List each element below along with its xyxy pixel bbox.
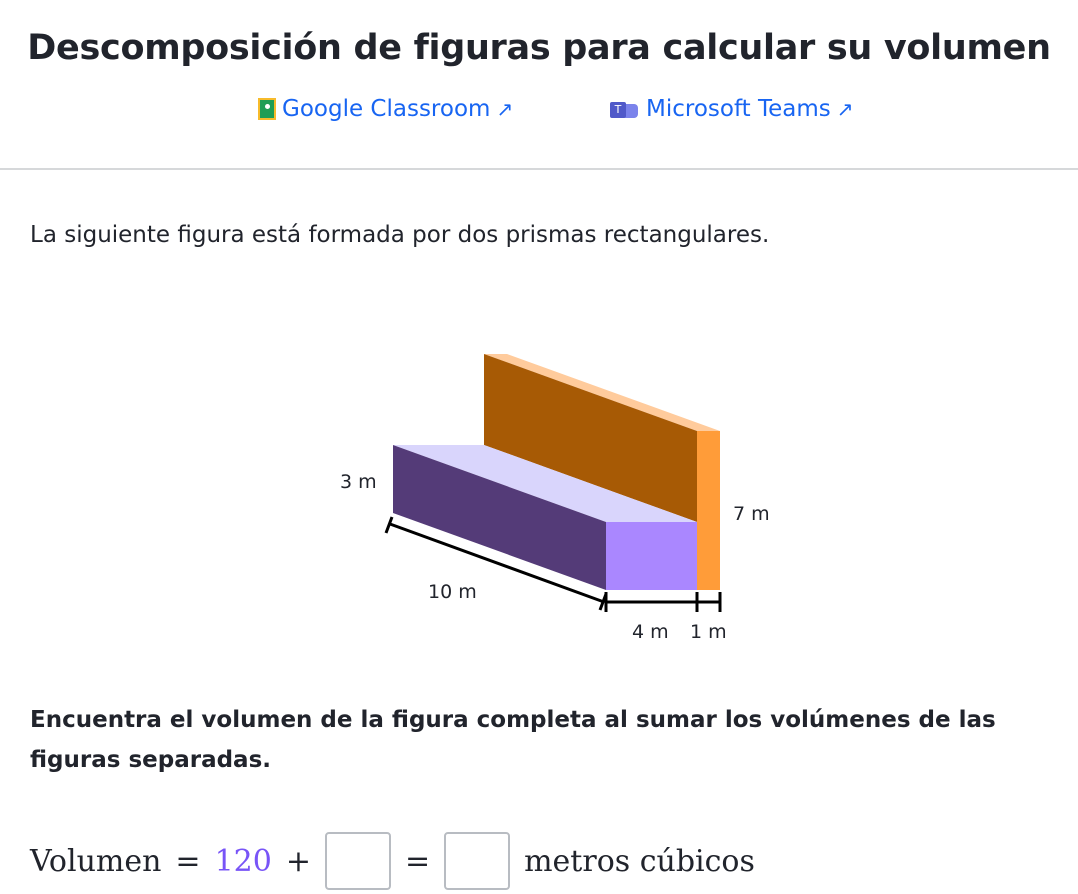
microsoft-teams-icon: T — [610, 98, 640, 120]
external-link-icon: ↗ — [836, 97, 854, 121]
microsoft-teams-link[interactable]: T Microsoft Teams ↗ — [610, 96, 854, 122]
volume-label: Volumen — [30, 843, 162, 879]
label-3m: 3 m — [340, 471, 377, 493]
volume-equation: Volumen = 120 + = metros cúbicos — [30, 832, 769, 890]
label-1m: 1 m — [690, 621, 727, 643]
label-4m: 4 m — [632, 621, 669, 643]
intro-text: La siguiente figura está formada por dos… — [30, 222, 770, 248]
google-classroom-label: Google Classroom — [282, 96, 491, 122]
microsoft-teams-label: Microsoft Teams — [646, 96, 831, 122]
total-volume-input[interactable] — [444, 832, 511, 890]
dimension-lines — [384, 516, 722, 612]
label-7m: 7 m — [733, 503, 770, 525]
purple-top-face — [393, 445, 697, 522]
google-classroom-icon — [258, 98, 276, 120]
equals-sign: = — [175, 843, 201, 879]
purple-side-face — [606, 522, 697, 590]
given-volume: 120 — [214, 843, 272, 879]
brown-back-face — [484, 354, 697, 522]
google-classroom-link[interactable]: Google Classroom ↗ — [258, 96, 513, 122]
purple-front-face — [393, 445, 606, 590]
orange-side-face — [697, 431, 720, 590]
plus-sign: + — [285, 843, 311, 879]
question-text: Encuentra el volumen de la figura comple… — [30, 707, 996, 773]
equals-sign: = — [404, 843, 431, 879]
orange-top-face — [484, 354, 720, 431]
divider — [0, 168, 1078, 170]
unit-label: metros cúbicos — [524, 843, 755, 879]
external-link-icon: ↗ — [496, 97, 514, 121]
second-volume-input[interactable] — [324, 832, 391, 890]
share-links: Google Classroom ↗ T Microsoft Teams ↗ — [0, 96, 1078, 132]
page-title: Descomposición de figuras para calcular … — [27, 28, 1051, 68]
label-10m: 10 m — [428, 581, 477, 603]
